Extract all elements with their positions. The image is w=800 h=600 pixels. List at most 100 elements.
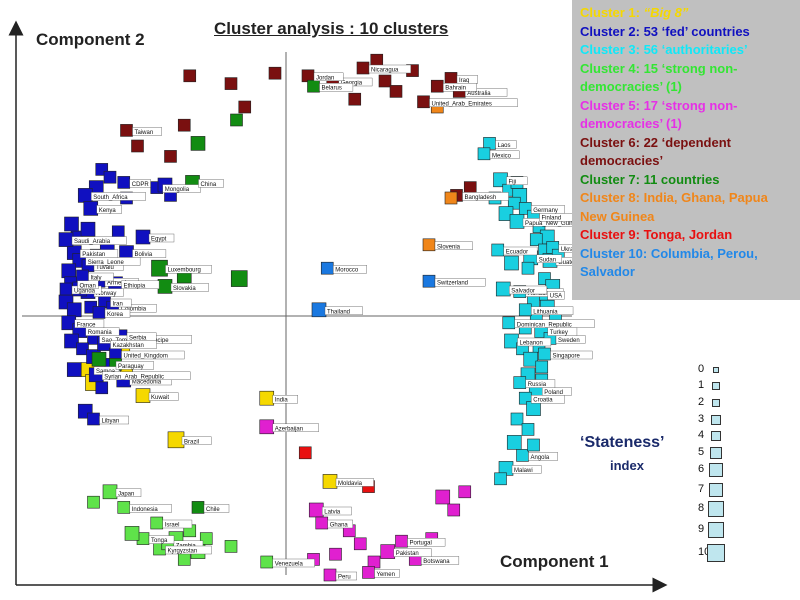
country-tag-text: Kenya [99,208,117,214]
legend-item-cluster-10: Cluster 10: Columbia, Perou, Salvador [580,245,794,282]
size-legend-square [708,482,724,498]
country-tag-box [536,254,562,264]
country-tag-box [198,179,224,188]
country-tag-text: France [77,322,96,328]
country-tag-box [327,519,353,529]
size-legend-level: 8 [698,502,705,514]
legend-item-cluster-9: Cluster 9: Tonga, Jordan [580,226,794,245]
cluster-6-point [224,77,238,90]
country-tag-text: Australia [467,91,491,97]
cluster-6-point [120,124,133,137]
cluster-4-point [124,526,140,541]
size-legend-square [709,463,723,477]
cluster-2-point [87,412,100,426]
cluster-5-point [435,489,451,505]
country-tag-box [129,179,151,188]
country-tag-text: Romania [88,330,113,336]
country-tag-text: Japan [118,491,134,497]
legend-item-label: 53 ‘fed’ countries [643,23,750,39]
country-tag-box [528,452,558,461]
country-tag-text: Salvador [511,289,535,295]
country-tag-text: Slovakia [173,286,196,292]
legend-item-prefix: Cluster 3: [580,42,644,57]
cluster-6-point [463,181,477,194]
country-tag-text: Kyrgyzstan [168,549,198,555]
cluster-7-point [151,259,168,277]
country-tag-box [313,72,344,82]
cluster-10-point [320,261,334,275]
legend-item-prefix: Cluster 2: [580,23,644,39]
country-tag-text: CDPR [132,182,150,188]
country-tag-text: Mongolia [165,187,190,193]
cluster-4-point [102,484,118,500]
cluster-5-point [395,534,408,548]
cluster-6-point [348,92,362,106]
country-tag-box [429,98,518,108]
cluster-3-point [521,261,535,275]
country-tag-text: Armenia [107,281,130,287]
cluster-2-point [64,333,79,349]
country-tag-box [503,246,538,256]
country-tag-text: Poland [544,390,563,396]
country-tag-text: Ecuador [506,250,528,256]
country-tag-box [104,309,131,318]
country-tag-box [118,304,157,313]
size-legend-square [713,367,719,373]
country-tag-box [542,387,572,396]
cluster-5-point [353,537,367,551]
legend-item-label: 56 ‘authoritaries’ [643,42,748,57]
country-tag-box [165,265,212,274]
country-tag-text: Egypt [151,237,167,243]
country-tag-text: Croatia [533,398,553,404]
cluster-7-point [190,136,206,151]
country-tag-box [88,272,114,282]
cluster-6-point [164,150,177,163]
cluster-7-point [307,79,320,93]
cluster-2-point [117,176,131,189]
country-tag-box [335,571,357,581]
country-tag-text: Iraq [459,78,469,84]
country-tag-box [506,176,528,186]
cluster-1-point [322,474,338,489]
size-legend-square [710,430,722,442]
country-tag-text: Oman [80,283,96,289]
cluster-3-point [523,351,539,367]
cluster-5-point [380,544,396,559]
country-tag-box [74,319,105,328]
cluster-3-point [516,449,529,462]
cluster-3-point [535,360,549,374]
country-tag-box [272,423,319,432]
country-tag-box [162,184,201,193]
country-tag-text: Lebanon [520,341,543,347]
cluster-2-point [76,269,89,283]
size-legend-level: 4 [698,429,705,441]
country-tag-text: Germany [533,208,558,214]
country-tag-box [525,379,556,388]
country-tag-text: Saudi_Arabia [74,239,111,245]
country-tag-box [509,285,548,295]
country-tag-box [148,535,175,544]
cluster-6-point [378,74,392,88]
cluster-6-point [131,139,144,153]
legend-item-cluster-6: Cluster 6: 22 ‘dependent democracies’ [580,134,794,171]
country-tag-box [132,249,167,258]
cluster-2-point [66,362,82,377]
cluster-3-point [495,281,511,297]
country-tag-text: Ghana [330,523,349,529]
country-tag-box [489,150,520,160]
cluster-6-point [238,100,252,114]
country-tag-box [338,77,373,87]
country-tag-text: Syrian_Arab_Republic [104,374,164,380]
cluster-2-point [59,282,73,296]
cluster-4-point [150,516,164,530]
country-tag-text: Bolivia [135,252,153,258]
country-tag-box [121,350,185,360]
country-tag-text: Ukraine [561,247,582,253]
cluster-2-point [95,381,109,395]
country-tag-text: Pakistan [82,252,105,258]
cluster-7-point [157,279,173,294]
country-tag-text: Peru [338,575,351,581]
cluster-9-point [298,446,312,460]
cluster-3-point [477,147,491,161]
country-tag-box [322,506,352,516]
